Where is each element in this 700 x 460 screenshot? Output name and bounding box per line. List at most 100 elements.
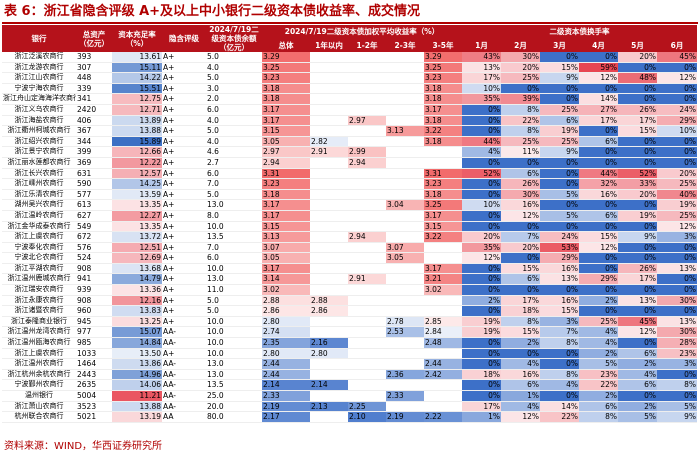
car-cell: 12.16: [112, 295, 162, 307]
table-row: 湖州吴兴农商行 613 13.35 A+ 13.0 3.17 3.04 3.25 10% 16% 0…: [2, 199, 697, 211]
table-row: 浙江永康农商行 908 12.16 A+ 5.0 2.88 2.88 2% 17% 16% 2% 13…: [2, 295, 697, 307]
yield-1y-cell: [310, 326, 348, 339]
turnover-cell: 0%: [657, 62, 697, 74]
yield-1-2y-cell: [348, 72, 386, 84]
turnover-cell: 15%: [540, 305, 579, 317]
yield-1y-cell: [310, 358, 348, 370]
balance-cell: 5.0: [206, 305, 262, 317]
source-note: 资料来源：WIND，华西证券研究所: [4, 441, 163, 452]
assets-cell: 908: [76, 262, 112, 275]
turnover-cell: 45%: [618, 316, 657, 328]
bank-name-cell: 浙江绍兴农商行: [2, 136, 76, 148]
balance-cell: 10.0: [206, 221, 262, 233]
turnover-cell: 0%: [462, 262, 501, 275]
yield-total-cell: 2.86: [262, 305, 310, 317]
yield-1y-cell: 2.14: [310, 379, 348, 391]
car-cell: 12.22: [112, 157, 162, 169]
assets-cell: 549: [76, 221, 112, 233]
balance-cell: 20.0: [206, 401, 262, 413]
turnover-cell: 5%: [618, 411, 657, 423]
yield-2-3y-cell: 2.19: [386, 411, 424, 423]
table-row: 浙江泰隆商业银行 945 13.25 A+ 10.0 2.80 2.78 2.85 19% 8% 3…: [2, 316, 697, 328]
table-row: 浙江舟山定海海洋农商行 341 12.75 A+ 2.0 3.18 3.18 35% 39% 0%…: [2, 93, 697, 105]
turnover-cell: 52%: [462, 167, 501, 180]
turnover-cell: 30%: [501, 52, 540, 63]
yield-total-cell: 2.88: [262, 295, 310, 307]
yield-2-3y-cell: [386, 221, 424, 233]
turnover-cell: 43%: [462, 52, 501, 63]
yield-total-cell: 3.14: [262, 273, 310, 286]
yield-total-cell: 2.97: [262, 146, 310, 158]
rating-cell: A+: [162, 72, 206, 84]
car-cell: 14.84: [112, 337, 162, 349]
turnover-cell: 15%: [501, 326, 540, 339]
balance-cell: 10.0: [206, 347, 262, 360]
rating-cell: A+: [162, 295, 206, 307]
table-row: 浙江温州鹿城农商行 941 14.79 A+ 13.0 3.14 2.91 3.21 0% 6% 1…: [2, 273, 697, 286]
yield-3-5y-cell: 2.48: [424, 337, 462, 349]
assets-cell: 339: [76, 83, 112, 95]
turnover-cell: 4%: [579, 326, 618, 339]
col-group-yield: 2024/7/19二级资本债加权平均收益率（%）: [262, 25, 462, 39]
assets-cell: 524: [76, 252, 112, 264]
balance-cell: 6.0: [206, 252, 262, 264]
turnover-cell: 53%: [540, 242, 579, 254]
yield-2-3y-cell: [386, 189, 424, 201]
turnover-cell: 5%: [540, 189, 579, 201]
yield-2-3y-cell: 2.33: [386, 390, 424, 402]
turnover-cell: 0%: [579, 199, 618, 211]
table-row: 浙江嵊州农商行 590 14.25 A+ 7.0 3.23 3.23 0% 26% 0% 32% 33…: [2, 178, 697, 190]
table-row: 浙江杭州余杭农商行 2443 14.96 AA- 13.0 2.44 2.36 2.42 18%…: [2, 369, 697, 381]
bank-name-cell: 宁波奉化农商行: [2, 242, 76, 254]
yield-3-5y-cell: [424, 379, 462, 391]
yield-2-3y-cell: [386, 62, 424, 74]
bank-name-cell: 浙江龙游农商行: [2, 62, 76, 74]
rating-cell: AA-: [162, 369, 206, 381]
yield-2-3y-cell: [386, 178, 424, 190]
yield-2-3y-cell: [386, 72, 424, 84]
turnover-cell: 19%: [657, 199, 697, 211]
col-header-rating: 隐含评级: [162, 25, 206, 52]
yield-total-cell: 3.17: [262, 210, 310, 222]
yield-1-2y-cell: [348, 189, 386, 201]
turnover-cell: 17%: [501, 295, 540, 307]
turnover-cell: 6%: [579, 401, 618, 413]
table-row: 浙江丽水莲都农商行 369 12.22 A+ 2.7 2.94 2.94 0% 0% 0% 0% 0%…: [2, 157, 697, 169]
bank-name-cell: 浙江温州龙湾农商行: [2, 326, 76, 339]
yield-1y-cell: [310, 157, 348, 169]
turnover-cell: 33%: [618, 178, 657, 190]
yield-2-3y-cell: [386, 104, 424, 116]
yield-3-5y-cell: 3.25: [424, 62, 462, 74]
yield-3-5y-cell: 2.22: [424, 411, 462, 423]
turnover-cell: 0%: [618, 252, 657, 264]
turnover-cell: 3%: [540, 316, 579, 328]
turnover-cell: 8%: [579, 411, 618, 423]
yield-3-5y-cell: [424, 347, 462, 360]
yield-1y-cell: 2.86: [310, 305, 348, 317]
car-cell: 13.88: [112, 125, 162, 137]
yield-3-5y-cell: 3.18: [424, 136, 462, 148]
yield-total-cell: 2.19: [262, 401, 310, 413]
turnover-cell: 0%: [462, 379, 501, 391]
turnover-cell: 17%: [462, 401, 501, 413]
car-cell: 13.25: [112, 316, 162, 328]
rating-cell: A+: [162, 136, 206, 148]
col-header-yield-total: 总体: [262, 38, 310, 52]
turnover-cell: 17%: [462, 72, 501, 84]
yield-1-2y-cell: 2.25: [348, 401, 386, 413]
yield-1y-cell: 2.88: [310, 295, 348, 307]
turnover-cell: 0%: [657, 390, 697, 402]
yield-2-3y-cell: [386, 284, 424, 296]
yield-1y-cell: 2.16: [310, 337, 348, 349]
yield-1-2y-cell: 2.97: [348, 115, 386, 127]
yield-1-2y-cell: [348, 305, 386, 317]
yield-total-cell: 3.18: [262, 93, 310, 105]
turnover-cell: 15%: [540, 62, 579, 74]
col-header-bank: 银行: [2, 25, 76, 52]
turnover-cell: 0%: [501, 221, 540, 233]
yield-3-5y-cell: [424, 242, 462, 254]
yield-1-2y-cell: [348, 337, 386, 349]
yield-3-5y-cell: 3.15: [424, 221, 462, 233]
turnover-cell: 2%: [579, 295, 618, 307]
yield-1-2y-cell: [348, 379, 386, 391]
